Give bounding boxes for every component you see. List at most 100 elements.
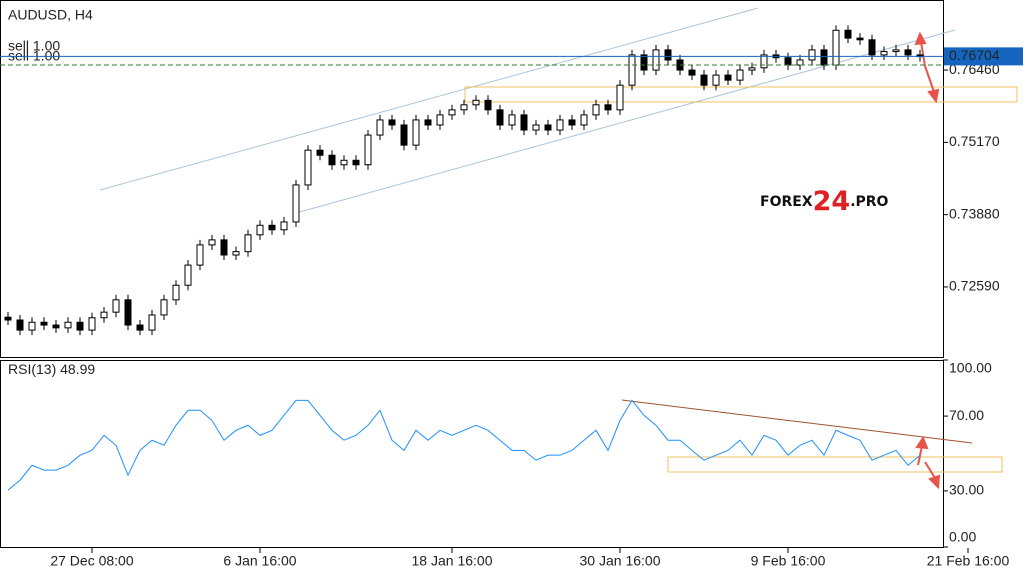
y-tick-label: 0.75170	[949, 133, 1000, 149]
candle-body	[592, 104, 600, 116]
candle-body	[520, 114, 528, 131]
candle-body	[292, 184, 300, 223]
rsi-title: RSI(13) 48.99	[8, 361, 95, 377]
y-tick-label: 100.00	[949, 360, 992, 376]
candle-body	[748, 67, 756, 71]
candle-body	[316, 149, 324, 156]
x-tick-label: 30 Jan 16:00	[580, 553, 661, 569]
y-tick-label: 30.00	[949, 482, 984, 498]
candle-body	[100, 311, 108, 319]
candle-body	[880, 51, 888, 56]
candle-body	[568, 119, 576, 126]
candle-body	[832, 29, 840, 66]
candle-body	[124, 299, 132, 326]
order-label: sell 1.00	[8, 48, 60, 64]
candle-body	[400, 124, 408, 146]
candle-body	[664, 49, 672, 61]
candle-body	[364, 134, 372, 166]
candle-body	[88, 317, 96, 331]
candle-body	[724, 74, 732, 81]
x-tick-label: 6 Jan 16:00	[223, 553, 296, 569]
candle-body	[508, 114, 516, 126]
candle-body	[256, 224, 264, 236]
candle-body	[604, 104, 612, 111]
candle-body	[652, 49, 660, 71]
candle-body	[136, 324, 144, 331]
candle-body	[148, 314, 156, 331]
rsi-value: 48.99	[60, 361, 95, 377]
candle-body	[628, 54, 636, 86]
candle-body	[208, 239, 216, 246]
candle-body	[40, 321, 48, 326]
rsi-trendline	[621, 399, 973, 444]
candle-body	[4, 316, 12, 321]
candle-body	[352, 159, 360, 166]
channel-line	[295, 29, 956, 214]
candle-body	[388, 119, 396, 126]
candle-body	[280, 221, 288, 231]
candle-body	[844, 29, 852, 39]
candle-body	[856, 37, 864, 41]
main-panel	[0, 0, 944, 358]
candle-body	[76, 321, 84, 331]
candle-body	[340, 159, 348, 166]
candle-body	[556, 119, 564, 131]
rsi-panel	[0, 360, 944, 548]
candle-body	[412, 119, 420, 146]
candle-body	[220, 239, 228, 256]
watermark-part: .PRO	[850, 194, 888, 210]
chart-title: AUDUSD, H4	[8, 7, 93, 23]
current-price-label: 0.76704	[949, 47, 1000, 63]
candle-body	[16, 319, 24, 331]
watermark-part: FOREX	[760, 194, 813, 210]
candle-body	[184, 264, 192, 286]
arrows	[914, 31, 941, 490]
candle-body	[580, 114, 588, 126]
candle-body	[376, 119, 384, 136]
x-tick-label: 27 Dec 08:00	[50, 553, 133, 569]
watermark: FOREX24.PRO	[760, 186, 889, 217]
candle-body	[160, 299, 168, 316]
y-tick-label: 0.73880	[949, 205, 1000, 221]
candle-body	[688, 69, 696, 76]
candle-body	[112, 299, 120, 313]
y-tick-label: 0.00	[949, 529, 976, 545]
y-tick-label: 0.72590	[949, 278, 1000, 294]
y-tick-label: 70.00	[949, 407, 984, 423]
zone-box	[667, 456, 1003, 473]
candle-body	[232, 251, 240, 256]
rsi-line	[7, 399, 921, 491]
candle-body	[712, 74, 720, 86]
candle-body	[820, 49, 828, 66]
candle-body	[304, 149, 312, 186]
candle-body	[784, 57, 792, 66]
order-label: sell 1.00	[8, 38, 60, 54]
candle-body	[532, 124, 540, 131]
x-tick-label: 21 Feb 16:00	[927, 553, 1010, 569]
candle-body	[328, 154, 336, 166]
candle-body	[496, 109, 504, 126]
x-tick-label: 18 Jan 16:00	[412, 553, 493, 569]
candle-body	[268, 224, 276, 231]
candle-body	[868, 39, 876, 56]
zone-box	[464, 86, 1018, 103]
rsi-name: RSI(13)	[8, 361, 56, 377]
candle-body	[760, 54, 768, 69]
candle-body	[448, 109, 456, 116]
candle-body	[244, 234, 252, 253]
x-tick-label: 9 Feb 16:00	[751, 553, 826, 569]
candle-body	[616, 84, 624, 111]
candle-body	[64, 321, 72, 329]
candle-body	[544, 124, 552, 131]
candle-body	[736, 69, 744, 81]
candle-body	[436, 114, 444, 126]
candle-body	[172, 284, 180, 301]
candle-body	[52, 324, 60, 329]
candle-body	[28, 321, 36, 331]
current-price-box	[944, 47, 1023, 66]
candle-body	[460, 104, 468, 111]
candle-body	[196, 244, 204, 266]
candle-body	[904, 49, 912, 56]
